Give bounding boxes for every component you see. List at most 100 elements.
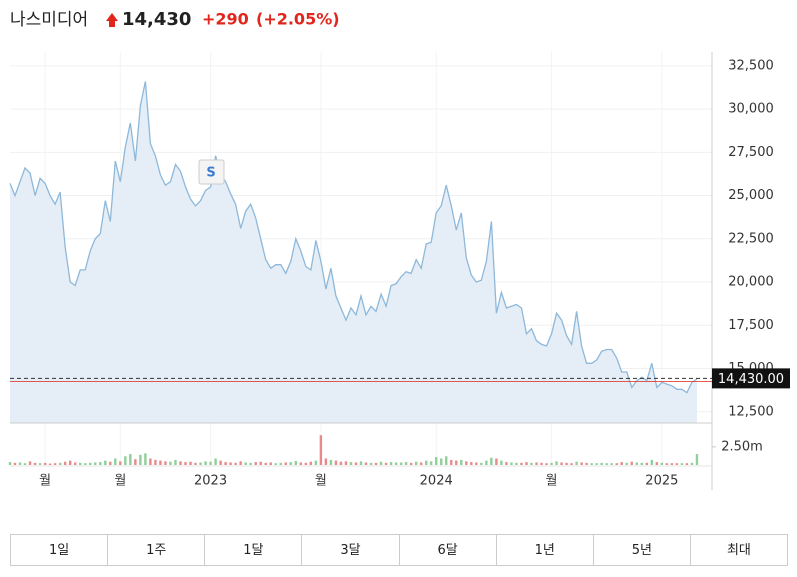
chart: 12,50015,00017,50020,00022,50025,00027,5…: [8, 52, 790, 490]
y-tick-label: 27,500: [728, 145, 774, 160]
last-price-label: 14,430.00: [718, 372, 784, 387]
volume-bar: [259, 461, 262, 465]
range-button[interactable]: 3달: [301, 534, 400, 566]
volume-bar: [63, 461, 67, 465]
volume-bar: [234, 462, 237, 465]
split-marker-label: S: [206, 166, 215, 181]
volume-bar: [545, 463, 548, 465]
volume-bar: [685, 463, 689, 465]
volume-bar: [289, 462, 292, 465]
volume-bar: [194, 462, 197, 465]
volume-bar: [94, 462, 97, 465]
volume-bar: [33, 462, 37, 465]
volume-bar: [590, 463, 593, 465]
volume-bar: [550, 462, 553, 465]
volume-bar: [394, 462, 398, 465]
volume-bar: [119, 461, 122, 465]
volume-bar: [399, 462, 403, 465]
volume-bar: [460, 459, 463, 465]
volume-bar: [505, 462, 508, 465]
volume-bar: [38, 463, 42, 465]
volume-bar: [13, 462, 17, 465]
range-button[interactable]: 1주: [107, 534, 206, 566]
y-tick-label: 25,000: [728, 188, 774, 203]
volume-bar: [620, 462, 623, 465]
volume-bar: [485, 460, 488, 465]
volume-bar: [149, 458, 152, 465]
volume-bar: [560, 462, 563, 465]
range-button[interactable]: 1달: [204, 534, 303, 566]
volume-bar: [610, 463, 613, 465]
volume-bar: [319, 435, 323, 465]
range-button[interactable]: 최대: [689, 534, 788, 566]
up-arrow: [106, 13, 118, 27]
volume-bar: [525, 462, 528, 465]
x-tick-label: 월: [315, 474, 327, 489]
y-tick-label: 32,500: [728, 58, 774, 73]
volume-bar: [254, 462, 257, 465]
y-tick-label: 12,500: [728, 404, 774, 419]
volume-bar: [535, 462, 538, 465]
volume-bar: [249, 462, 252, 465]
volume-bar: [299, 462, 303, 465]
volume-bar: [424, 460, 428, 465]
volume-bar: [79, 462, 82, 465]
volume-bar: [139, 454, 142, 465]
volume-bar: [344, 461, 348, 465]
split-marker-box: [198, 159, 225, 185]
volume-bar: [404, 462, 408, 465]
volume-bar: [575, 461, 578, 465]
volume-bar: [8, 462, 12, 465]
volume-bar: [89, 462, 92, 465]
volume-bar: [284, 462, 287, 465]
volume-bar: [349, 462, 353, 465]
volume-bar: [309, 461, 313, 465]
volume-bar: [625, 462, 628, 465]
volume-bar: [495, 458, 498, 465]
volume-bar: [695, 454, 699, 465]
volume-bar: [314, 460, 318, 465]
volume-bar: [414, 461, 418, 465]
range-button[interactable]: 1년: [495, 534, 594, 566]
volume-bar: [570, 463, 573, 465]
x-tick-label: 2023: [194, 474, 227, 489]
y-tick-label: 17,500: [728, 318, 774, 333]
volume-bar: [409, 462, 413, 465]
volume-bar: [384, 462, 388, 465]
volume-bar: [364, 462, 368, 465]
volume-bar: [680, 463, 684, 465]
volume-bar: [184, 462, 187, 465]
volume-bar: [53, 463, 57, 465]
volume-bar: [520, 462, 523, 465]
volume-bar: [645, 462, 649, 465]
y-tick-label: 22,500: [728, 231, 774, 246]
y-tick-label: 20,000: [728, 275, 774, 290]
volume-bar: [379, 461, 383, 465]
x-tick-label: 월: [114, 474, 126, 489]
volume-bar: [48, 463, 52, 465]
volume-bar: [274, 463, 277, 465]
volume-bar: [229, 462, 232, 465]
volume-bar: [23, 463, 27, 465]
price-line: [9, 81, 698, 394]
volume-bar: [630, 461, 633, 465]
volume-bar: [515, 462, 518, 465]
volume-bar: [555, 461, 558, 465]
volume-bar: [369, 462, 373, 465]
volume-bar: [334, 460, 338, 465]
price: 14,430: [122, 9, 191, 30]
volume-bar: [530, 462, 533, 465]
range-button[interactable]: 6달: [398, 534, 497, 566]
volume-bar: [84, 463, 87, 465]
range-button[interactable]: 1일: [10, 534, 109, 566]
volume-bar: [73, 462, 77, 465]
range-button[interactable]: 5년: [592, 534, 691, 566]
volume-bar: [475, 462, 478, 465]
volume-bar: [455, 460, 458, 465]
volume-bar: [655, 462, 659, 465]
volume-bar: [124, 456, 127, 465]
change-pct: (+2.05%): [256, 10, 340, 29]
volume-bar: [144, 453, 147, 465]
volume-bar: [279, 462, 282, 465]
